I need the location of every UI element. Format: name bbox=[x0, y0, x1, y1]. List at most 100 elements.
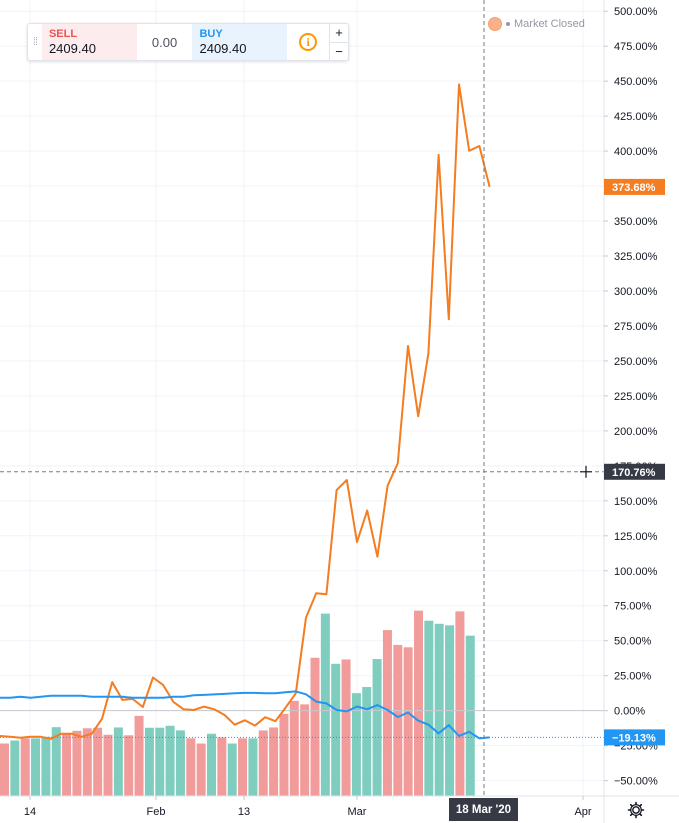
price-axis-tick-label: 400.00% bbox=[614, 146, 658, 158]
price-axis-tick-label: 325.00% bbox=[614, 251, 658, 263]
volume-bar bbox=[455, 611, 465, 796]
volume-bar bbox=[72, 730, 82, 796]
buy-label: BUY bbox=[199, 28, 223, 40]
crosshair-price-label: 170.76% bbox=[612, 467, 656, 479]
volume-bar bbox=[300, 704, 310, 796]
volume-bar bbox=[155, 727, 165, 796]
price-axis-tick-label: 300.00% bbox=[614, 286, 658, 298]
volume-bar bbox=[175, 730, 185, 796]
time-axis-label: Apr bbox=[574, 806, 591, 818]
price-axis-tick-label: 250.00% bbox=[614, 356, 658, 368]
price-axis-tick-label: 50.00% bbox=[614, 636, 652, 648]
gear-icon bbox=[627, 801, 645, 819]
market-status-text: Market Closed bbox=[514, 18, 585, 30]
price-axis-tick-label: 275.00% bbox=[614, 321, 658, 333]
sell-price: 2409.40 bbox=[48, 41, 96, 56]
drag-handle-icon[interactable]: ⁞⁞ bbox=[32, 36, 38, 48]
price-axis-tick-label: 425.00% bbox=[614, 111, 658, 123]
volume-bar bbox=[0, 743, 9, 796]
volume-bar bbox=[310, 657, 320, 796]
volume-bar bbox=[393, 644, 403, 796]
crosshair-price-label-bg bbox=[604, 463, 665, 480]
volume-bar bbox=[186, 738, 196, 796]
market-status-icon bbox=[488, 17, 502, 31]
orange-last-value-label: 373.68% bbox=[612, 182, 656, 194]
volume-bar bbox=[382, 630, 392, 796]
separator-dot-icon bbox=[506, 22, 510, 26]
price-axis-tick-label: 475.00% bbox=[614, 41, 658, 53]
blue-last-value-label-bg bbox=[604, 729, 665, 746]
quantity-stepper: + − bbox=[329, 24, 348, 60]
volume-bar bbox=[207, 733, 216, 796]
crosshair-date-label: 18 Mar '20 bbox=[449, 798, 518, 821]
volume-bar bbox=[434, 623, 444, 796]
volume-bar bbox=[403, 647, 413, 796]
price-axis-tick-label: 75.00% bbox=[614, 601, 652, 613]
volume-bar bbox=[414, 610, 423, 796]
volume-bar bbox=[331, 663, 341, 796]
price-axis-tick-label: 150.00% bbox=[614, 496, 658, 508]
price-axis-tick-label: 500.00% bbox=[614, 6, 658, 18]
spread-value: 0.00 bbox=[151, 34, 178, 50]
time-axis-label: Mar bbox=[348, 806, 367, 818]
volume-bar bbox=[196, 743, 206, 796]
volume-bar bbox=[124, 735, 134, 796]
volume-bar bbox=[62, 733, 72, 796]
volume-bar bbox=[51, 727, 61, 796]
info-button[interactable]: i bbox=[287, 24, 329, 60]
blue-series-line bbox=[0, 690, 490, 740]
volume-bar bbox=[134, 715, 144, 796]
price-axis-tick-label: 25.00% bbox=[614, 671, 652, 683]
volume-bar bbox=[10, 740, 20, 796]
info-icon: i bbox=[299, 33, 318, 51]
volume-bar bbox=[217, 737, 227, 796]
volume-bar bbox=[362, 687, 372, 796]
volume-bar bbox=[227, 743, 237, 796]
volume-bar bbox=[248, 738, 258, 796]
volume-bars bbox=[0, 610, 475, 796]
time-axis-label: 14 bbox=[24, 806, 36, 818]
orange-series-line bbox=[0, 83, 491, 740]
volume-bar bbox=[41, 736, 51, 796]
volume-bar bbox=[31, 738, 41, 796]
buy-button[interactable]: BUY 2409.40 bbox=[192, 24, 288, 60]
volume-bar bbox=[424, 620, 434, 796]
volume-bar bbox=[351, 693, 361, 796]
volume-bar bbox=[103, 734, 113, 796]
volume-bar bbox=[341, 659, 351, 796]
volume-bar bbox=[144, 727, 154, 796]
settings-button[interactable] bbox=[626, 800, 646, 820]
volume-bar bbox=[238, 738, 248, 796]
volume-bar bbox=[82, 728, 92, 796]
buy-sell-panel: ⁞⁞ SELL 2409.40 0.00 BUY 2409.40 i + − bbox=[27, 23, 349, 61]
volume-bar bbox=[269, 727, 279, 796]
volume-bar bbox=[279, 713, 289, 796]
volume-bar bbox=[20, 738, 30, 796]
volume-bar bbox=[165, 725, 175, 796]
volume-bar bbox=[289, 700, 299, 796]
blue-last-value-label: −19.13% bbox=[612, 732, 656, 744]
volume-bar bbox=[113, 727, 123, 796]
price-axis-tick-label: −50.00% bbox=[614, 776, 658, 788]
volume-bar bbox=[93, 727, 103, 796]
price-axis-tick-label: 450.00% bbox=[614, 76, 658, 88]
crosshair bbox=[0, 0, 604, 796]
volume-bar bbox=[372, 659, 382, 796]
time-axis-label: Feb bbox=[147, 806, 166, 818]
price-axis-tick-label: 100.00% bbox=[614, 566, 658, 578]
price-axis-tick-label: 0.00% bbox=[614, 706, 645, 718]
volume-bar bbox=[320, 613, 330, 796]
time-axis-label: 13 bbox=[238, 806, 250, 818]
price-axis-tick-label: 200.00% bbox=[614, 426, 658, 438]
buy-price: 2409.40 bbox=[199, 41, 247, 56]
minus-button[interactable]: − bbox=[330, 41, 348, 61]
price-axis-tick-label: 350.00% bbox=[614, 216, 658, 228]
sell-button[interactable]: SELL 2409.40 bbox=[41, 24, 137, 60]
price-axis-tick-label: 225.00% bbox=[614, 391, 658, 403]
price-axis[interactable]: −50.00%−25.00%0.00%25.00%50.00%75.00%100… bbox=[603, 0, 665, 823]
plus-button[interactable]: + bbox=[335, 25, 343, 41]
sell-label: SELL bbox=[48, 28, 78, 40]
time-axis[interactable]: 14 Feb 13 Mar Apr bbox=[0, 795, 679, 818]
market-status[interactable]: Market Closed bbox=[488, 16, 585, 32]
